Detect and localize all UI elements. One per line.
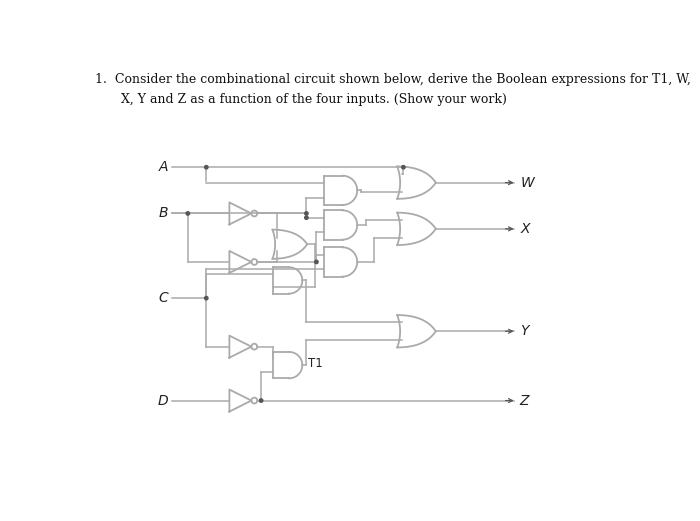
Circle shape: [304, 212, 308, 215]
Text: Y: Y: [521, 324, 529, 338]
Text: 1.  Consider the combinational circuit shown below, derive the Boolean expressio: 1. Consider the combinational circuit sh…: [94, 72, 690, 85]
Text: B: B: [158, 206, 168, 220]
Circle shape: [186, 212, 190, 215]
Text: W: W: [521, 176, 534, 190]
Circle shape: [315, 260, 318, 264]
Circle shape: [204, 166, 208, 169]
Circle shape: [304, 216, 308, 219]
Text: X, Y and Z as a function of the four inputs. (Show your work): X, Y and Z as a function of the four inp…: [105, 93, 507, 106]
Circle shape: [402, 166, 405, 169]
Text: X: X: [521, 222, 530, 236]
Text: Z: Z: [519, 393, 528, 407]
Text: C: C: [158, 291, 168, 305]
Circle shape: [204, 296, 208, 300]
Text: A: A: [158, 160, 168, 174]
Circle shape: [260, 399, 262, 402]
Text: T1: T1: [309, 357, 323, 370]
Text: D: D: [158, 393, 168, 407]
